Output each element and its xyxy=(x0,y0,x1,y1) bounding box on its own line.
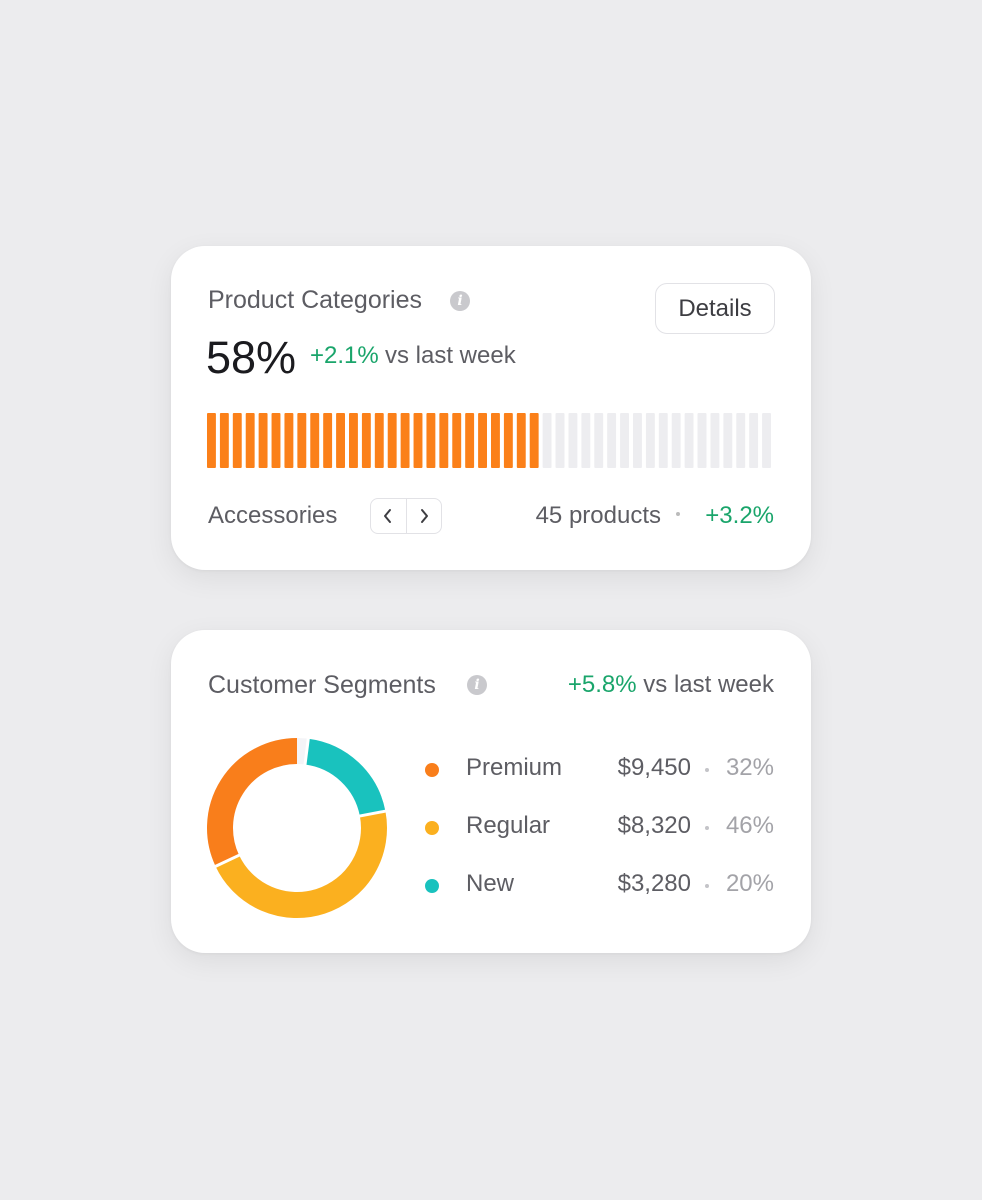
comparison: vs last week xyxy=(385,342,516,369)
filled-segment xyxy=(387,413,397,468)
filled-segment xyxy=(374,413,384,468)
filled-segment xyxy=(361,413,371,468)
legend-dot xyxy=(425,821,439,835)
filled-segment xyxy=(323,413,333,468)
empty-segment xyxy=(555,413,565,468)
segment-gap xyxy=(214,853,241,869)
info-icon[interactable]: i xyxy=(467,675,487,695)
segment-gap xyxy=(303,737,310,766)
segment-bar xyxy=(207,413,771,468)
prev-button[interactable] xyxy=(371,499,406,533)
empty-segment xyxy=(671,413,681,468)
filled-segment xyxy=(503,413,513,468)
legend-amount: $9,450 xyxy=(617,754,691,781)
segment-gap xyxy=(358,809,387,818)
donut-segment xyxy=(215,811,387,918)
empty-segment xyxy=(542,413,552,468)
legend-dot xyxy=(425,879,439,893)
separator-dot xyxy=(705,826,709,830)
filled-segment xyxy=(284,413,294,468)
filled-segment xyxy=(232,413,242,468)
filled-segment xyxy=(516,413,526,468)
category-pager xyxy=(370,498,442,534)
legend-dot xyxy=(425,763,439,777)
filled-segment xyxy=(271,413,281,468)
filled-segment xyxy=(400,413,410,468)
legend-name: Premium xyxy=(466,754,563,781)
empty-segment xyxy=(710,413,720,468)
filled-segment xyxy=(452,413,462,468)
details-button[interactable]: Details xyxy=(655,283,775,334)
empty-segment xyxy=(736,413,746,468)
change-line: +5.8% vs last week xyxy=(568,671,774,699)
donut-segment xyxy=(207,738,298,867)
customer-segments-card: Customer Segments i +5.8% vs last week P… xyxy=(171,630,811,953)
product-categories-card: Product Categories i Details 58% +2.1% v… xyxy=(171,246,811,570)
empty-segment xyxy=(684,413,694,468)
change: +2.1% xyxy=(310,342,379,369)
product-count: 45 products xyxy=(535,502,661,529)
empty-segment xyxy=(645,413,655,468)
change: +5.8% xyxy=(567,671,637,698)
empty-segment xyxy=(607,413,617,468)
comparison: vs last week xyxy=(643,671,774,698)
legend-percent: 46% xyxy=(725,812,774,839)
info-icon[interactable]: i xyxy=(450,291,470,311)
card-title: Customer Segments xyxy=(208,671,436,699)
empty-segment xyxy=(762,413,771,468)
card-title: Product Categories xyxy=(208,286,423,314)
empty-segment xyxy=(658,413,668,468)
filled-segment xyxy=(465,413,475,468)
filled-segment xyxy=(349,413,358,468)
empty-segment xyxy=(568,413,578,468)
next-button[interactable] xyxy=(405,499,442,533)
legend-percent: 20% xyxy=(725,870,774,897)
empty-segment xyxy=(581,413,591,468)
empty-segment xyxy=(633,413,642,468)
big-value: 58% xyxy=(206,332,297,383)
filled-segment xyxy=(310,413,320,468)
legend-amount: $8,320 xyxy=(617,812,691,839)
filled-segment xyxy=(491,413,500,468)
empty-segment xyxy=(697,413,707,468)
donut-chart xyxy=(207,737,387,918)
filled-segment xyxy=(297,413,307,468)
filled-segment xyxy=(439,413,449,468)
empty-segment xyxy=(723,413,733,468)
filled-segment xyxy=(258,413,268,468)
separator-dot xyxy=(705,768,709,772)
legend-amount: $3,280 xyxy=(617,870,691,897)
category-change: +3.2% xyxy=(705,502,774,529)
separator-dot xyxy=(676,512,680,516)
filled-segment xyxy=(336,413,345,468)
category-name: Accessories xyxy=(208,502,338,529)
filled-segment xyxy=(219,413,229,468)
empty-segment xyxy=(594,413,604,468)
legend-name: New xyxy=(466,870,515,897)
filled-segment xyxy=(529,413,539,468)
filled-segment xyxy=(207,413,216,468)
separator-dot xyxy=(705,884,709,888)
filled-segment xyxy=(478,413,487,468)
empty-segment xyxy=(620,413,629,468)
legend-percent: 32% xyxy=(725,754,774,781)
filled-segment xyxy=(245,413,255,468)
empty-segment xyxy=(749,413,759,468)
donut-segment xyxy=(304,738,386,817)
filled-segment xyxy=(413,413,423,468)
filled-segment xyxy=(426,413,436,468)
legend-name: Regular xyxy=(466,812,551,839)
